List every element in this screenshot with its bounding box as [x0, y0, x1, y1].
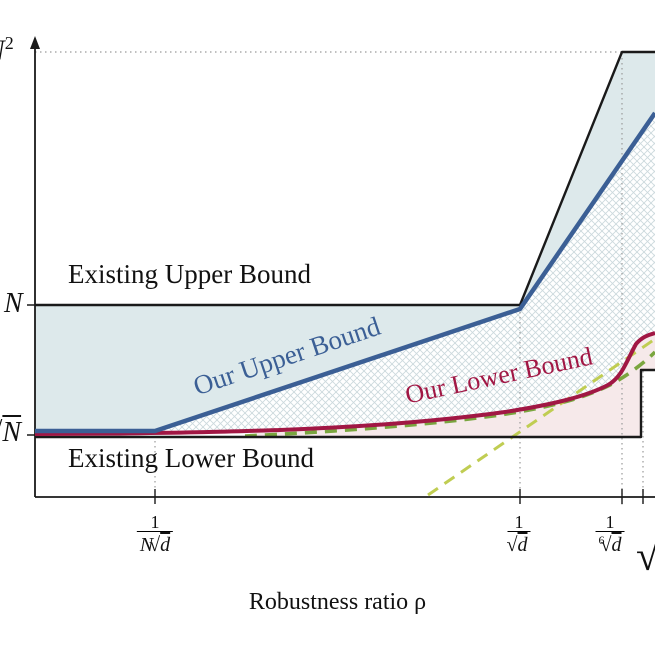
region-between-our-bounds-hatched [155, 113, 655, 433]
existing-lower-bound-line [35, 368, 655, 439]
x-tick-label-1-over-n-sqrt-d: 1 N√d [136, 513, 174, 556]
y-tick-label-n: N [4, 288, 23, 319]
our-upper-bound-line [35, 111, 655, 434]
x-tick-label-1-over-6th-root-d: 1 6√d [595, 513, 625, 556]
region-between-upper-bounds [35, 52, 655, 431]
y-tick-label-sqrt-n: √N [0, 417, 22, 448]
x-tick-label-clipped-radical: √ [636, 534, 655, 580]
green-dashed-asymptote [244, 350, 655, 438]
our-lower-bound-line [34, 331, 655, 436]
y-tick-label-n-squared: N2 [0, 33, 14, 66]
x-tick-label-1-over-sqrt-d: 1 √d [507, 513, 531, 556]
x-axis-title: Robustness ratio ρ [248, 589, 427, 615]
region-between-lower-bounds [250, 333, 655, 437]
existing-upper-bound-line [35, 50, 655, 307]
y-axis-arrowhead [30, 36, 40, 49]
yellow-green-dashed-asymptote [427, 337, 655, 497]
existing-lower-bound-label: Existing Lower Bound [68, 443, 314, 473]
existing-upper-bound-label: Existing Upper Bound [68, 259, 311, 289]
